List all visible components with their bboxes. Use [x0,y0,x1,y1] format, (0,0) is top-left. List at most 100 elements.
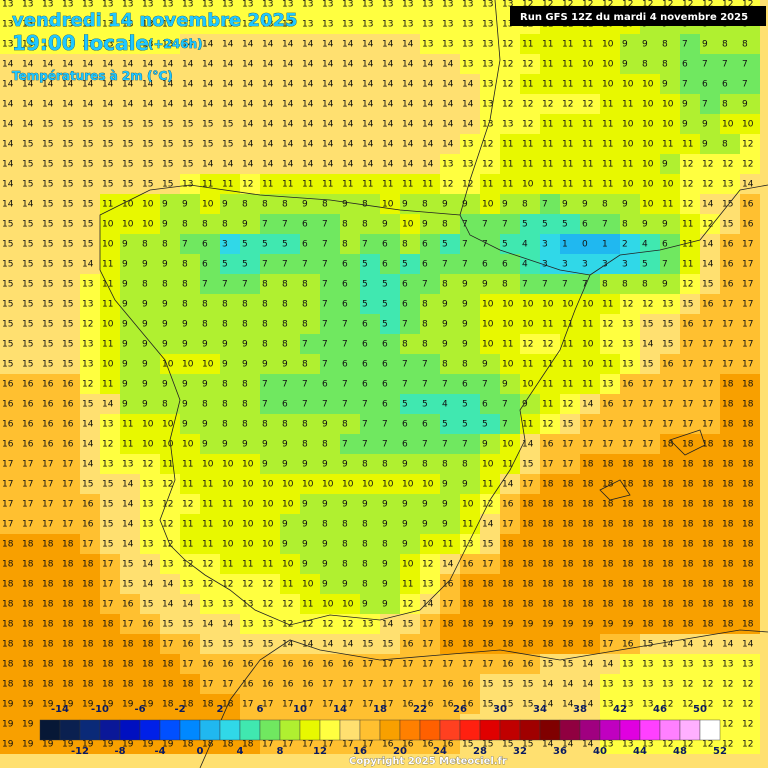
temp-value: 15 [22,240,33,250]
temp-value: 18 [22,660,34,670]
temp-value: 15 [2,300,13,310]
temp-cell [660,354,680,374]
temp-value: 11 [562,40,573,50]
temp-value: 18 [2,620,14,630]
temp-value: 11 [522,360,533,370]
temp-value: 14 [2,140,14,150]
temp-cell [700,34,720,54]
temp-cell [580,434,600,454]
temp-value: 17 [482,660,493,670]
temp-value: 8 [162,280,168,290]
temp-cell [120,434,140,454]
temp-value: 15 [82,140,93,150]
temp-value: 12 [742,700,753,710]
temp-value: 16 [62,420,74,430]
temp-value: 17 [742,240,753,250]
temp-cell [460,414,480,434]
temp-value: 9 [442,520,448,530]
temp-value: 18 [602,460,614,470]
temp-cell [80,114,100,134]
temp-cell [0,154,20,174]
temp-value: 7 [422,380,428,390]
temp-value: 18 [582,480,594,490]
temp-value: 11 [542,40,553,50]
scale-label-top: 22 [413,704,427,715]
temp-cell [640,234,660,254]
temp-value: 6 [382,380,388,390]
temp-cell [0,314,20,334]
temp-value: 14 [122,480,134,490]
temp-value: 11 [162,460,173,470]
temp-value: 17 [322,680,333,690]
temp-value: 15 [562,660,573,670]
temp-cell [180,0,200,14]
scale-swatch [319,719,341,741]
temp-value: 17 [282,740,293,750]
temp-value: 18 [662,600,674,610]
temp-value: 8 [422,200,428,210]
temp-value: 11 [562,60,573,70]
temp-value: 15 [42,320,53,330]
temp-value: 9 [282,540,288,550]
temp-value: 13 [462,20,473,30]
temp-cell [140,214,160,234]
temp-value: 7 [742,60,748,70]
temp-value: 7 [422,440,428,450]
temp-value: 19 [622,620,634,630]
temp-value: 11 [202,480,213,490]
temp-value: 9 [122,340,128,350]
temp-cell [100,254,120,274]
temp-cell [740,374,760,394]
temp-cell [180,114,200,134]
temp-value: 15 [62,220,73,230]
temp-value: 12 [682,700,693,710]
temp-value: 11 [542,60,553,70]
temp-value: 18 [722,620,734,630]
temp-value: 11 [462,520,473,530]
temp-cell [320,14,340,34]
temp-value: 7 [342,320,348,330]
temp-value: 18 [182,680,194,690]
temp-cell [260,154,280,174]
temp-value: 13 [142,500,153,510]
temp-cell [0,434,20,454]
temp-value: 12 [482,160,493,170]
temp-cell [360,134,380,154]
temp-value: 7 [602,220,608,230]
temp-value: 18 [222,740,234,750]
temp-value: 12 [262,580,273,590]
temp-cell [680,234,700,254]
temp-cell [80,254,100,274]
temp-value: 10 [502,320,514,330]
temp-value: 18 [542,500,554,510]
temp-cell [260,374,280,394]
temp-value: 15 [122,580,133,590]
temp-cell [100,234,120,254]
temp-value: 13 [622,340,633,350]
temp-cell [540,414,560,434]
temp-cell [660,94,680,114]
temp-value: 14 [462,100,474,110]
temp-value: 11 [502,340,513,350]
temp-cell [660,174,680,194]
temp-value: 10 [642,80,654,90]
temp-value: 7 [562,280,568,290]
temp-value: 14 [362,60,374,70]
scale-label-bottom: 12 [313,746,327,757]
temp-value: 14 [82,440,94,450]
temp-value: 7 [322,220,328,230]
temp-value: 14 [282,160,294,170]
temp-value: 9 [562,200,568,210]
temp-cell [660,74,680,94]
temp-value: 6 [462,380,468,390]
temp-value: 9 [482,280,488,290]
temp-cell [680,154,700,174]
temp-value: 10 [202,360,214,370]
temp-value: 4 [522,240,528,250]
temp-cell [0,294,20,314]
temp-cell [540,254,560,274]
temp-value: 9 [662,160,668,170]
temp-cell [300,14,320,34]
temp-cell [700,394,720,414]
temp-value: 12 [742,680,753,690]
